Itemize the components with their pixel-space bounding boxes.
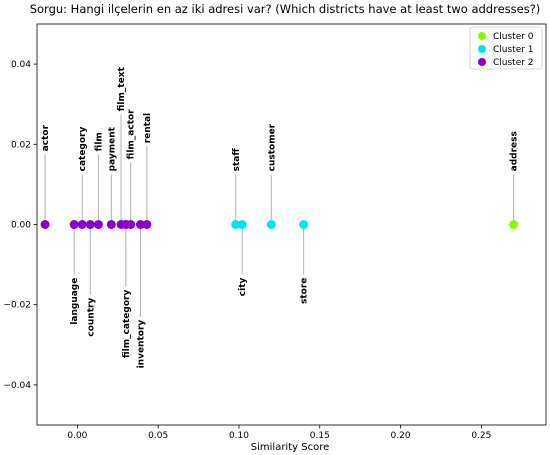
- legend-entry-label: Cluster 0: [493, 32, 534, 42]
- point-label-actor: actor: [41, 124, 51, 151]
- point-label-inventory: inventory: [136, 320, 146, 369]
- point-label-country: country: [86, 298, 96, 337]
- y-tick-label: 0.02: [11, 140, 31, 150]
- point-label-store: store: [300, 278, 310, 304]
- data-point-actor: [40, 220, 50, 229]
- data-point-rental: [142, 220, 152, 229]
- x-axis-ticks: 0.00 0.05 0.10 0.15 0.20 0.25: [67, 425, 491, 441]
- connector-lines: [44, 114, 515, 317]
- chart-title: Sorgu: Hangi ilçelerin en az iki adresi …: [30, 2, 541, 16]
- data-point-category: [77, 220, 87, 229]
- legend-box: [469, 26, 543, 70]
- x-tick-label: 0.25: [471, 431, 491, 441]
- data-point-payment: [106, 220, 116, 229]
- point-labels: actor language category country film payment f…: [41, 66, 520, 368]
- point-label-rental: rental: [143, 113, 153, 143]
- point-label-address: address: [510, 131, 520, 171]
- y-tick-label: 0.00: [11, 221, 31, 231]
- data-point-city: [237, 220, 247, 229]
- legend: Cluster 0 Cluster 1 Cluster 2: [469, 26, 543, 70]
- point-label-film: film: [94, 132, 104, 151]
- y-axis-ticks: 0.04 0.02 0.00 −0.02 −0.04: [3, 60, 37, 391]
- point-label-city: city: [238, 277, 248, 296]
- data-point-address: [509, 220, 519, 229]
- point-label-category: category: [78, 126, 88, 171]
- data-point-store: [299, 220, 309, 229]
- y-tick-label: −0.02: [3, 301, 31, 311]
- x-tick-label: 0.05: [148, 431, 168, 441]
- point-label-language: language: [70, 278, 80, 325]
- point-label-customer: customer: [267, 123, 277, 171]
- data-point-inventory: [135, 220, 145, 229]
- data-points: [40, 220, 519, 229]
- data-point-staff: [231, 220, 241, 229]
- data-point-film-actor: [126, 220, 136, 229]
- legend-entry-label: Cluster 2: [493, 58, 534, 68]
- data-point-film: [93, 220, 103, 229]
- legend-marker: [478, 58, 486, 66]
- point-label-payment: payment: [107, 126, 117, 171]
- x-axis-label: Similarity Score: [251, 442, 329, 453]
- data-point-customer: [266, 220, 276, 229]
- y-tick-label: −0.04: [3, 381, 31, 391]
- point-label-film-actor: film_actor: [127, 109, 137, 160]
- y-tick-label: 0.04: [11, 60, 31, 70]
- point-label-film-category: film_category: [122, 290, 132, 359]
- x-tick-label: 0.15: [310, 431, 330, 441]
- x-tick-label: 0.00: [67, 431, 87, 441]
- data-point-language: [69, 220, 79, 229]
- data-point-country: [85, 220, 95, 229]
- x-tick-label: 0.10: [229, 431, 249, 441]
- legend-marker: [478, 45, 486, 53]
- legend-marker: [478, 32, 486, 40]
- x-tick-label: 0.20: [391, 431, 411, 441]
- legend-entry-label: Cluster 1: [493, 45, 534, 55]
- point-label-staff: staff: [232, 148, 242, 172]
- point-label-film-text: film_text: [117, 66, 127, 111]
